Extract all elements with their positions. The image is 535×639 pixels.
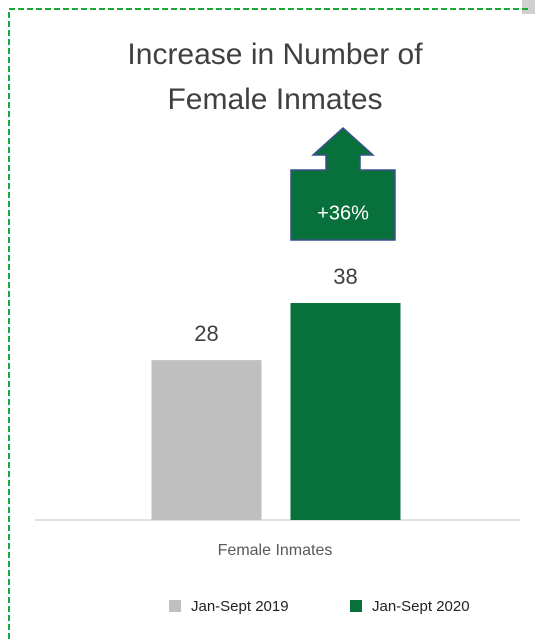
data-label: 28 <box>194 321 218 346</box>
dashed-border <box>8 8 531 639</box>
legend-label: Jan-Sept 2019 <box>191 598 289 615</box>
x-tick-label: Female Inmates <box>218 542 333 559</box>
chart-title: Increase in Number of <box>127 38 423 71</box>
legend-swatch <box>169 600 181 612</box>
legend-label: Jan-Sept 2020 <box>372 598 470 615</box>
data-label: 38 <box>333 264 357 289</box>
bar <box>151 360 262 520</box>
chart-title: Female Inmates <box>167 83 382 116</box>
corner <box>522 0 535 14</box>
annotation: +36% <box>317 202 369 224</box>
arrow-callout <box>290 126 396 241</box>
legend-swatch <box>350 600 362 612</box>
bar <box>290 303 401 520</box>
